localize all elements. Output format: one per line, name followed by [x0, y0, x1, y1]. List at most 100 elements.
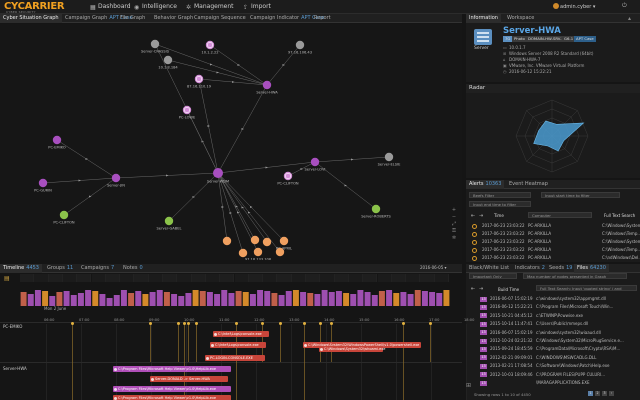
timeline-day[interactable]: [377, 274, 392, 282]
fit-icon[interactable]: ⤢: [451, 221, 456, 227]
histogram-bar[interactable]: [34, 290, 41, 306]
file-row[interactable]: 13 2013-02-21 17:08:54 C:\Software\Windows…: [466, 362, 640, 370]
timeline-pin[interactable]: [279, 322, 282, 325]
page-button[interactable]: 2: [595, 391, 600, 396]
important-only-filter[interactable]: Important Only: [469, 273, 517, 279]
graph-tab-3[interactable]: Behavior Graph: [151, 14, 196, 23]
alert-row[interactable]: 2017-06-23 23:03:22 PC-ARKILLA C:\Windows\…: [466, 230, 640, 238]
timeline-event[interactable]: PC-LOGIN-CONSOLE.EXE: [205, 355, 265, 361]
timeline-day[interactable]: [420, 274, 435, 282]
files-tab-1[interactable]: Indicators 2: [512, 264, 548, 273]
files-next-icon[interactable]: ⇥: [479, 286, 484, 292]
graph-node[interactable]: [238, 248, 248, 258]
timeline-tab-1[interactable]: Groups 11: [44, 264, 76, 273]
file-row[interactable]: 13 2012-02-21 09:09:01 C:\WINDOWS\MSWCADLG…: [466, 354, 640, 362]
timeline-day[interactable]: [105, 274, 121, 282]
graph-node[interactable]: [384, 152, 394, 162]
end-time-filter[interactable]: Input end time to filter: [469, 201, 531, 207]
timeline-event[interactable]: C:\Program Files\Microsoft Help Viewer\v…: [113, 395, 231, 400]
histogram-bar[interactable]: [77, 293, 84, 306]
histogram-bar[interactable]: [307, 293, 314, 306]
graph-node[interactable]: [59, 210, 69, 220]
histogram-bar[interactable]: [407, 294, 414, 306]
timeline-pin[interactable]: [187, 322, 190, 325]
graph-node[interactable]: [253, 247, 263, 257]
histogram-bar[interactable]: [436, 293, 443, 306]
histogram-bar[interactable]: [321, 290, 328, 306]
timeline-event[interactable]: C:\Program Files\Microsoft Help Viewer\v…: [113, 386, 231, 392]
graph-tab-6[interactable]: Report: [311, 14, 334, 23]
timeline-day[interactable]: [205, 274, 221, 282]
files-tab-2[interactable]: Seeds 19: [546, 264, 575, 273]
graph-node[interactable]: [262, 237, 272, 247]
histogram-bar[interactable]: [421, 291, 428, 306]
timeline-event[interactable]: C:\Program Files\Microsoft Help Viewer\v…: [113, 366, 231, 372]
histogram-bar[interactable]: [350, 294, 357, 306]
histogram-bar[interactable]: [63, 291, 70, 306]
graph-tab-5[interactable]: Campaign Indicator APT Case: [247, 14, 327, 23]
graph-node[interactable]: [38, 178, 48, 188]
timeline-day[interactable]: [291, 274, 306, 282]
histogram-bar[interactable]: [49, 296, 56, 306]
timeline-tab-3[interactable]: Notes 0: [120, 264, 146, 273]
timeline-pin[interactable]: [402, 322, 405, 325]
histogram-bar[interactable]: [414, 290, 421, 306]
timeline-day[interactable]: [91, 274, 106, 282]
timeline-event[interactable]: C:\Intel\Logs\console.exe: [213, 331, 269, 337]
graph-node[interactable]: [262, 80, 272, 90]
timeline-day[interactable]: [306, 274, 321, 282]
file-row[interactable]: 13 2015-10-14 11:47:41 C:\Users\Public\mme…: [466, 320, 640, 328]
nav-import[interactable]: ⇪ Import: [243, 3, 271, 11]
histogram-bar[interactable]: [128, 293, 135, 306]
power-icon[interactable]: ⏻: [622, 2, 627, 9]
alert-row[interactable]: 2017-06-23 23:03:22 PC-ARKILLA C:\ndWindow…: [466, 254, 640, 262]
histogram-bar[interactable]: [214, 294, 221, 306]
file-row[interactable]: 13 2016-06-12 15:22:21 C:\Program Files\Mi…: [466, 303, 640, 311]
page-button[interactable]: ›: [609, 391, 614, 396]
file-row[interactable]: 13 2012-10-03 18:09:46 C:\PROGRAM FILES\PU…: [466, 371, 640, 379]
histogram-bar[interactable]: [163, 292, 170, 306]
timeline-pin[interactable]: [71, 322, 74, 325]
nav-management[interactable]: ✲ Management: [186, 3, 234, 11]
histogram-bar[interactable]: [264, 291, 271, 306]
files-tab-0[interactable]: Black/White List: [466, 264, 512, 273]
cyber-situation-graph[interactable]: Server-CRASSIS 10.1.8.184 97.16.106.43 Serv…: [0, 24, 462, 260]
timeline-day[interactable]: [320, 274, 335, 282]
timeline-day[interactable]: [363, 274, 378, 282]
histogram-bar[interactable]: [92, 291, 99, 306]
alert-row[interactable]: 2017-06-23 23:03:22 PC-ARKILLA C:\Windows\…: [466, 222, 640, 230]
timeline-pin[interactable]: [183, 322, 186, 325]
timeline-day[interactable]: [391, 274, 407, 282]
histogram-bar[interactable]: [443, 290, 450, 306]
timeline-day[interactable]: [191, 274, 206, 282]
timeline-day[interactable]: [20, 274, 35, 282]
timeline-day[interactable]: [220, 274, 235, 282]
graph-node[interactable]: [213, 168, 223, 178]
timeline-day[interactable]: [77, 274, 92, 282]
graph-node[interactable]: [295, 40, 305, 50]
graph-node[interactable]: [52, 135, 62, 145]
timeline-day[interactable]: [134, 274, 149, 282]
timeline-pin[interactable]: [303, 322, 306, 325]
calendar-icon[interactable]: ▤: [4, 275, 10, 282]
histogram-bar[interactable]: [343, 293, 350, 306]
file-row[interactable]: 13 2016-06-07 15:02:19 c:\windows\system32…: [466, 295, 640, 303]
lock-icon[interactable]: ⚿: [452, 228, 456, 234]
timeline-day[interactable]: [434, 274, 449, 282]
histogram-bar[interactable]: [185, 293, 192, 306]
alerts-col-time[interactable]: Time: [494, 213, 504, 218]
prev-icon[interactable]: ⇤: [471, 213, 476, 219]
histogram-bar[interactable]: [142, 294, 149, 306]
file-row[interactable]: 13 2015-10-21 04:45:12 c:\ETWINP\Pcwwise.e…: [466, 312, 640, 320]
histogram-bar[interactable]: [278, 295, 285, 306]
histogram-bar[interactable]: [271, 293, 278, 306]
files-prev-icon[interactable]: ⇤: [471, 286, 476, 292]
timeline-day[interactable]: [277, 274, 292, 282]
timeline-pin[interactable]: [195, 322, 198, 325]
files-tab-3[interactable]: Files 64230: [574, 264, 609, 273]
histogram-bar[interactable]: [106, 298, 113, 306]
timeline-day[interactable]: [48, 274, 63, 282]
timeline-pin[interactable]: [261, 322, 264, 325]
histogram-bar[interactable]: [206, 292, 213, 306]
timeline-day[interactable]: [348, 274, 364, 282]
